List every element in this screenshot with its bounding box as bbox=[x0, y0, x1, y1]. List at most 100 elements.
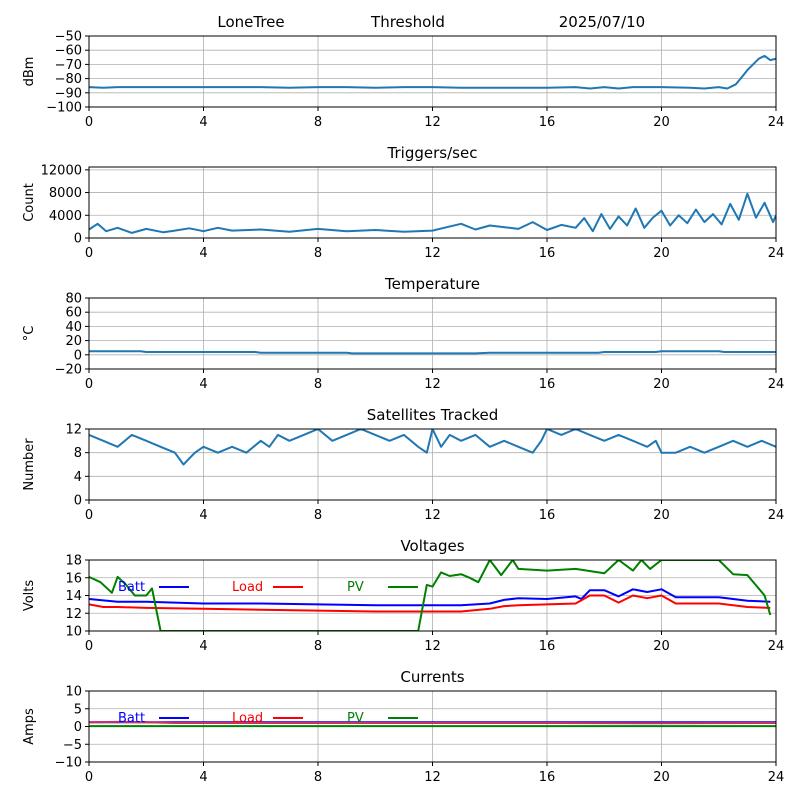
y-tick-label: 0 bbox=[74, 348, 82, 363]
panel-satellites: 0 4 8 12 16 20 24 0 4 8 12 Satellites Tracked Number bbox=[22, 406, 784, 523]
panel-title: Voltages bbox=[400, 537, 464, 555]
y-tick-label: −100 bbox=[46, 101, 82, 116]
y-tick-label: 0 bbox=[74, 720, 82, 735]
panel-threshold: 0 4 8 12 16 20 24 −100−90−80−70−60−50 dBm bbox=[22, 30, 784, 131]
header-mode: Threshold bbox=[370, 13, 445, 31]
legend-label-load: Load bbox=[232, 580, 263, 595]
series-voltages-batt bbox=[89, 588, 771, 607]
y-tick-label: 60 bbox=[65, 306, 82, 321]
legend-label-load: Load bbox=[232, 711, 263, 726]
y-axis-label: Number bbox=[22, 438, 37, 491]
legend-label-pv: PV bbox=[347, 711, 364, 726]
x-tick-label: 4 bbox=[199, 377, 207, 392]
x-tick-label: 12 bbox=[424, 246, 441, 261]
y-tick-label: 20 bbox=[65, 334, 82, 349]
y-tick-label: −80 bbox=[55, 72, 82, 87]
y-tick-label: 8 bbox=[74, 446, 82, 461]
panel-title: Triggers/sec bbox=[387, 144, 478, 162]
x-tick-label: 12 bbox=[424, 377, 441, 392]
panel-title: Temperature bbox=[384, 275, 480, 293]
x-tick-label: 8 bbox=[314, 377, 322, 392]
series-voltages-pv bbox=[89, 560, 772, 631]
y-tick-label: −5 bbox=[63, 738, 82, 753]
y-tick-label: −90 bbox=[55, 86, 82, 101]
y-tick-label: 8000 bbox=[49, 186, 82, 201]
header-date: 2025/07/10 bbox=[559, 13, 645, 31]
y-axis-label: Volts bbox=[22, 580, 37, 612]
y-tick-label: 0 bbox=[74, 232, 82, 247]
panel-triggers: 0 4 8 12 16 20 24 0 4000 8000 12000 Triggers/sec Cou… bbox=[22, 144, 784, 261]
x-tick-label: 24 bbox=[768, 508, 785, 523]
x-tick-label: 4 bbox=[199, 115, 207, 130]
y-tick-label: −10 bbox=[55, 756, 82, 771]
x-tick-label: 24 bbox=[768, 115, 785, 130]
y-tick-label: −60 bbox=[55, 44, 82, 59]
x-tick-label: 4 bbox=[199, 770, 207, 785]
y-tick-label: −20 bbox=[55, 363, 82, 378]
y-tick-label: −50 bbox=[55, 30, 82, 45]
panel-title: Satellites Tracked bbox=[367, 406, 498, 424]
x-tick-label: 16 bbox=[539, 639, 556, 654]
x-tick-label: 20 bbox=[653, 377, 670, 392]
x-tick-label: 8 bbox=[314, 770, 322, 785]
y-tick-label: 18 bbox=[65, 554, 82, 569]
header-station: LoneTree bbox=[217, 13, 284, 31]
x-tick-label: 0 bbox=[85, 770, 93, 785]
x-tick-label: 0 bbox=[85, 115, 93, 130]
y-tick-label: 12000 bbox=[41, 163, 82, 178]
x-tick-label: 0 bbox=[85, 639, 93, 654]
y-tick-label: 0 bbox=[74, 494, 82, 509]
y-tick-label: 4 bbox=[74, 470, 82, 485]
y-tick-label: 14 bbox=[65, 589, 82, 604]
x-tick-label: 12 bbox=[424, 639, 441, 654]
x-tick-label: 20 bbox=[653, 770, 670, 785]
y-tick-label: 12 bbox=[65, 607, 82, 622]
series-currents-load bbox=[89, 720, 776, 725]
x-tick-label: 12 bbox=[424, 115, 441, 130]
x-tick-label: 24 bbox=[768, 246, 785, 261]
y-tick-label: 10 bbox=[65, 625, 82, 640]
x-tick-label: 16 bbox=[539, 246, 556, 261]
x-tick-label: 12 bbox=[424, 770, 441, 785]
x-tick-label: 8 bbox=[314, 508, 322, 523]
panel-currents: 0 4 8 12 16 20 24 −10 −5 0 5 10 Currents Amps Batt Load… bbox=[22, 668, 784, 785]
x-tick-label: 8 bbox=[314, 246, 322, 261]
x-tick-label: 20 bbox=[653, 115, 670, 130]
series-satellites bbox=[89, 429, 776, 466]
x-tick-label: 24 bbox=[768, 639, 785, 654]
x-tick-label: 8 bbox=[314, 639, 322, 654]
x-tick-label: 0 bbox=[85, 246, 93, 261]
x-tick-label: 16 bbox=[539, 770, 556, 785]
y-tick-label: 40 bbox=[65, 320, 82, 335]
x-tick-label: 4 bbox=[199, 639, 207, 654]
y-axis-label: Amps bbox=[22, 708, 37, 745]
legend-label-batt: Batt bbox=[118, 580, 145, 595]
x-tick-label: 24 bbox=[768, 770, 785, 785]
legend-label-batt: Batt bbox=[118, 711, 145, 726]
series-threshold bbox=[89, 54, 776, 90]
y-tick-label: 12 bbox=[65, 423, 82, 438]
y-axis-label: dBm bbox=[22, 57, 37, 87]
y-tick-label: 16 bbox=[65, 571, 82, 586]
series-temperature bbox=[89, 350, 776, 355]
x-tick-label: 16 bbox=[539, 508, 556, 523]
x-tick-label: 4 bbox=[199, 508, 207, 523]
x-tick-label: 20 bbox=[653, 639, 670, 654]
x-tick-label: 0 bbox=[85, 377, 93, 392]
y-tick-label: 80 bbox=[65, 292, 82, 307]
panel-voltages: 0 4 8 12 16 20 24 10 12 14 16 18 Voltages Volts Batt Lo… bbox=[22, 537, 784, 654]
series-voltages-load bbox=[89, 594, 771, 613]
y-tick-label: −70 bbox=[55, 58, 82, 73]
y-axis-label: Count bbox=[22, 183, 37, 222]
x-tick-label: 20 bbox=[653, 246, 670, 261]
x-tick-label: 24 bbox=[768, 377, 785, 392]
x-tick-label: 16 bbox=[539, 377, 556, 392]
x-tick-label: 8 bbox=[314, 115, 322, 130]
legend-label-pv: PV bbox=[347, 580, 364, 595]
x-tick-label: 4 bbox=[199, 246, 207, 261]
y-tick-label: 10 bbox=[65, 685, 82, 700]
y-axis-label: °C bbox=[22, 326, 37, 342]
panel-title: Currents bbox=[400, 668, 464, 686]
